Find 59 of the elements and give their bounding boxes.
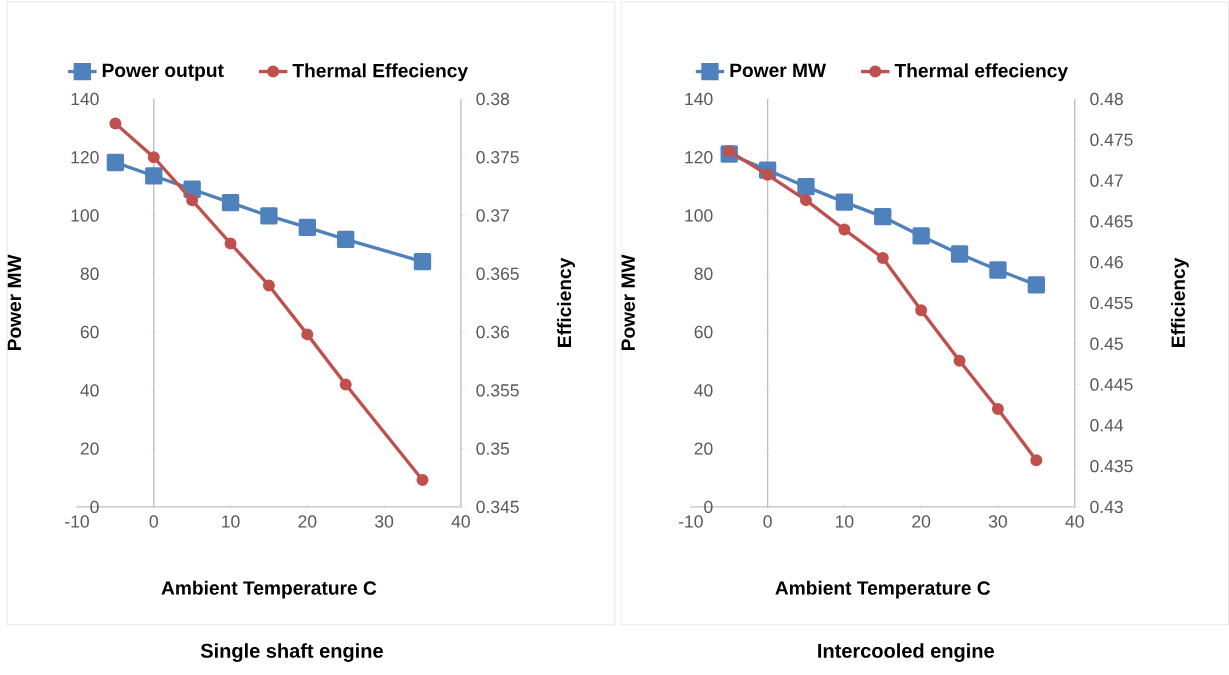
x-tick-label: 0	[763, 515, 772, 528]
x-tick-label: -10	[678, 515, 703, 528]
x-tick-label: 20	[912, 515, 931, 528]
y2-tick-label: 0.47	[1090, 174, 1123, 187]
y-tick-label: 20	[694, 442, 713, 455]
y2-tick-label: 0.37	[476, 209, 509, 222]
y2-axis-title: Efficiency	[557, 257, 575, 347]
y-tick-label: 20	[80, 442, 99, 455]
y2-tick-label: 0.38	[476, 92, 510, 106]
x-tick-label: 10	[222, 515, 240, 528]
y-tick-label: 0	[704, 500, 713, 514]
y2-tick-label: 0.46	[1090, 256, 1123, 269]
x-tick-label: 40	[451, 515, 470, 528]
text: Single shaft engine	[200, 643, 383, 663]
y-tick-label: 60	[80, 325, 99, 339]
y-tick-label: 40	[694, 384, 713, 397]
y2-tick-label: 0.48	[1090, 92, 1123, 106]
y-tick-label: 120	[71, 151, 99, 164]
y2-tick-label: 0.455	[1090, 296, 1133, 310]
x-tick-label: 40	[1065, 515, 1084, 528]
y-tick-label: 0	[90, 500, 99, 514]
x-tick-label: 20	[298, 515, 317, 528]
y-tick-label: 120	[685, 151, 713, 164]
x-tick-label: 30	[375, 515, 394, 528]
legend-label: Power MW	[730, 63, 827, 78]
y-axis-title: Power MW	[7, 254, 22, 351]
y-tick-label: 60	[694, 325, 713, 339]
x-axis-title: Ambient Temperature C	[161, 580, 377, 599]
y-axis-title: Power MW	[621, 254, 635, 351]
x-tick-label: 30	[988, 515, 1007, 528]
y-tick-label: 80	[80, 267, 99, 281]
x-axis-title: Ambient Temperature C	[775, 580, 991, 599]
y-tick-label: 40	[80, 384, 99, 397]
y-tick-label: 100	[685, 209, 713, 222]
y2-tick-label: 0.355	[476, 384, 519, 397]
y-tick-label: 100	[71, 209, 99, 222]
x-tick-label: -10	[65, 515, 89, 528]
legend-label: Power output	[102, 63, 224, 81]
y2-tick-label: 0.35	[476, 442, 510, 455]
y2-tick-label: 0.375	[476, 151, 519, 164]
y2-tick-label: 0.365	[476, 267, 519, 281]
y2-tick-label: 0.345	[476, 500, 519, 514]
text: Intercooled engine	[818, 643, 994, 663]
y2-tick-label: 0.45	[1090, 337, 1123, 350]
y2-axis-title: Efficiency	[1170, 257, 1189, 347]
y2-tick-label: 0.445	[1090, 378, 1133, 391]
y2-tick-label: 0.435	[1090, 459, 1133, 473]
legend-label: Thermal effeciency	[894, 63, 1068, 82]
y-tick-label: 80	[694, 267, 713, 281]
y2-tick-label: 0.465	[1090, 215, 1133, 228]
legend-label: Thermal Effeciency	[292, 63, 468, 82]
y2-tick-label: 0.44	[1090, 419, 1124, 432]
y-tick-label: 140	[685, 92, 713, 106]
x-tick-label: 10	[835, 515, 854, 528]
y-tick-label: 140	[71, 92, 99, 106]
y2-tick-label: 0.43	[1090, 500, 1123, 514]
y2-tick-label: 0.36	[476, 325, 510, 339]
y2-tick-label: 0.475	[1090, 133, 1133, 147]
x-tick-label: 0	[149, 515, 158, 528]
